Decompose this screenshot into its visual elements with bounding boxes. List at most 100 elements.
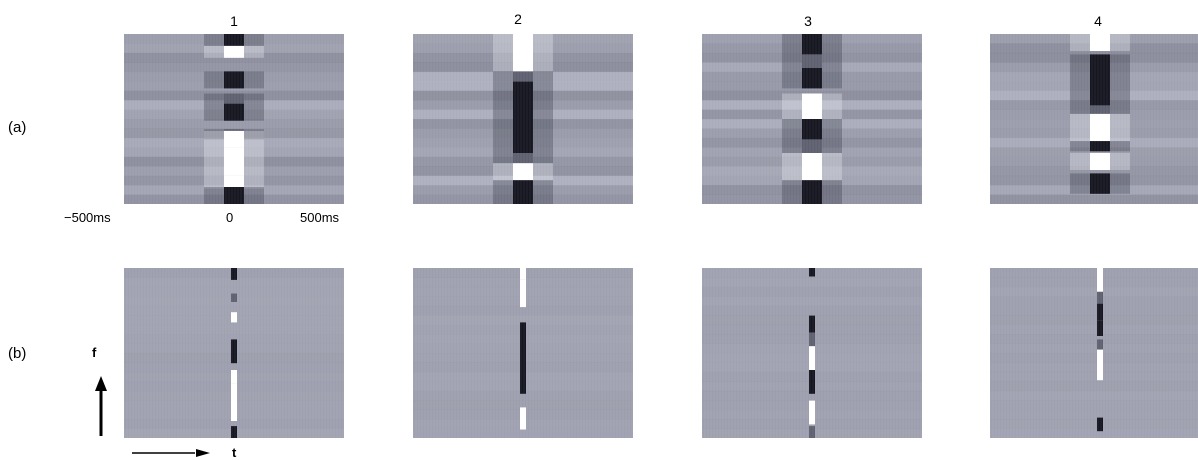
texture-stripe bbox=[990, 409, 1198, 420]
mid-band bbox=[1097, 339, 1103, 350]
dark-band bbox=[809, 370, 815, 394]
texture-stripe bbox=[990, 371, 1198, 382]
texture-stripe bbox=[124, 305, 344, 316]
texture-stripe bbox=[413, 428, 633, 438]
texture-stripe bbox=[702, 277, 922, 288]
texture-stripe bbox=[413, 305, 633, 316]
texture-stripe bbox=[990, 428, 1198, 438]
mid-band bbox=[224, 93, 244, 104]
dark-band bbox=[802, 119, 822, 140]
light-band bbox=[520, 279, 526, 308]
row-label-b: (b) bbox=[8, 345, 27, 362]
texture-stripe bbox=[990, 419, 1198, 429]
time-axis-center-label: 0 bbox=[226, 210, 234, 225]
column-label-1: 1 bbox=[230, 13, 238, 29]
texture-stripe bbox=[124, 62, 344, 73]
texture-stripe bbox=[990, 268, 1198, 278]
mid-band bbox=[513, 71, 533, 82]
light-band bbox=[224, 161, 244, 176]
texture-stripe bbox=[413, 400, 633, 411]
row-label-a: (a) bbox=[8, 119, 27, 136]
frequency-axis-label: f bbox=[92, 345, 97, 360]
dark-band bbox=[224, 71, 244, 89]
light-band bbox=[1090, 153, 1110, 170]
texture-stripe bbox=[990, 147, 1198, 158]
texture-stripe bbox=[124, 286, 344, 297]
texture-stripe bbox=[124, 362, 344, 373]
light-band bbox=[520, 407, 526, 430]
panel-a3 bbox=[702, 34, 922, 204]
light-band bbox=[224, 175, 244, 189]
texture-stripe bbox=[990, 362, 1198, 373]
dark-band bbox=[231, 426, 237, 438]
dark-band bbox=[231, 268, 237, 280]
dark-band bbox=[802, 180, 822, 204]
dark-band bbox=[1090, 54, 1110, 106]
dark-band bbox=[1097, 303, 1103, 321]
dark-band bbox=[1097, 417, 1103, 432]
mid-band bbox=[231, 293, 237, 302]
light-band bbox=[809, 346, 815, 370]
dark-band bbox=[802, 34, 822, 55]
dark-band bbox=[1097, 320, 1103, 336]
panel-a4 bbox=[990, 34, 1198, 204]
texture-stripe bbox=[990, 400, 1198, 411]
panel-a1 bbox=[124, 34, 344, 204]
texture-stripe bbox=[990, 381, 1198, 392]
light-band bbox=[809, 400, 815, 425]
dark-band bbox=[224, 103, 244, 121]
texture-stripe bbox=[124, 52, 344, 63]
texture-stripe bbox=[124, 119, 344, 129]
mid-band bbox=[1097, 291, 1103, 304]
light-band bbox=[520, 268, 526, 280]
dark-band bbox=[809, 268, 815, 277]
dark-band bbox=[809, 315, 815, 333]
texture-stripe bbox=[124, 419, 344, 429]
mid-band bbox=[809, 332, 815, 347]
texture-stripe bbox=[413, 315, 633, 326]
texture-stripe bbox=[413, 390, 633, 401]
time-arrow-icon bbox=[132, 449, 210, 457]
light-band bbox=[1097, 268, 1103, 292]
panel-b1 bbox=[124, 268, 344, 438]
texture-stripe bbox=[990, 315, 1198, 326]
light-band bbox=[802, 153, 822, 181]
time-axis-left-label: −500ms bbox=[64, 210, 111, 225]
mid-band bbox=[513, 153, 533, 164]
mid-band bbox=[802, 139, 822, 153]
texture-stripe bbox=[990, 390, 1198, 401]
texture-stripe bbox=[990, 286, 1198, 297]
texture-stripe bbox=[702, 305, 922, 316]
time-arrow-label: t bbox=[232, 445, 237, 460]
panel-background bbox=[990, 268, 1198, 438]
texture-stripe bbox=[990, 334, 1198, 344]
dark-band bbox=[224, 187, 244, 204]
light-band bbox=[1097, 349, 1103, 381]
dark-band bbox=[1090, 141, 1110, 152]
frequency-arrow-icon bbox=[95, 376, 107, 436]
mid-band bbox=[809, 426, 815, 438]
texture-stripe bbox=[702, 390, 922, 401]
column-label-2: 2 bbox=[514, 11, 522, 27]
panel-b2 bbox=[413, 268, 633, 438]
texture-stripe bbox=[990, 277, 1198, 288]
texture-stripe bbox=[702, 286, 922, 297]
light-band bbox=[513, 163, 533, 181]
dark-band bbox=[513, 81, 533, 153]
texture-stripe bbox=[990, 343, 1198, 354]
light-band bbox=[224, 45, 244, 58]
texture-stripe bbox=[124, 324, 344, 335]
column-label-4: 4 bbox=[1094, 13, 1102, 29]
panel-a2 bbox=[413, 34, 633, 204]
light-band bbox=[513, 34, 533, 51]
mid-band bbox=[802, 54, 822, 68]
texture-stripe bbox=[990, 324, 1198, 335]
panel-b4 bbox=[990, 268, 1198, 438]
dark-band bbox=[513, 180, 533, 204]
texture-stripe bbox=[990, 166, 1198, 177]
texture-stripe bbox=[124, 334, 344, 344]
dark-band bbox=[224, 34, 244, 46]
light-band bbox=[513, 51, 533, 72]
light-band bbox=[1090, 34, 1110, 51]
